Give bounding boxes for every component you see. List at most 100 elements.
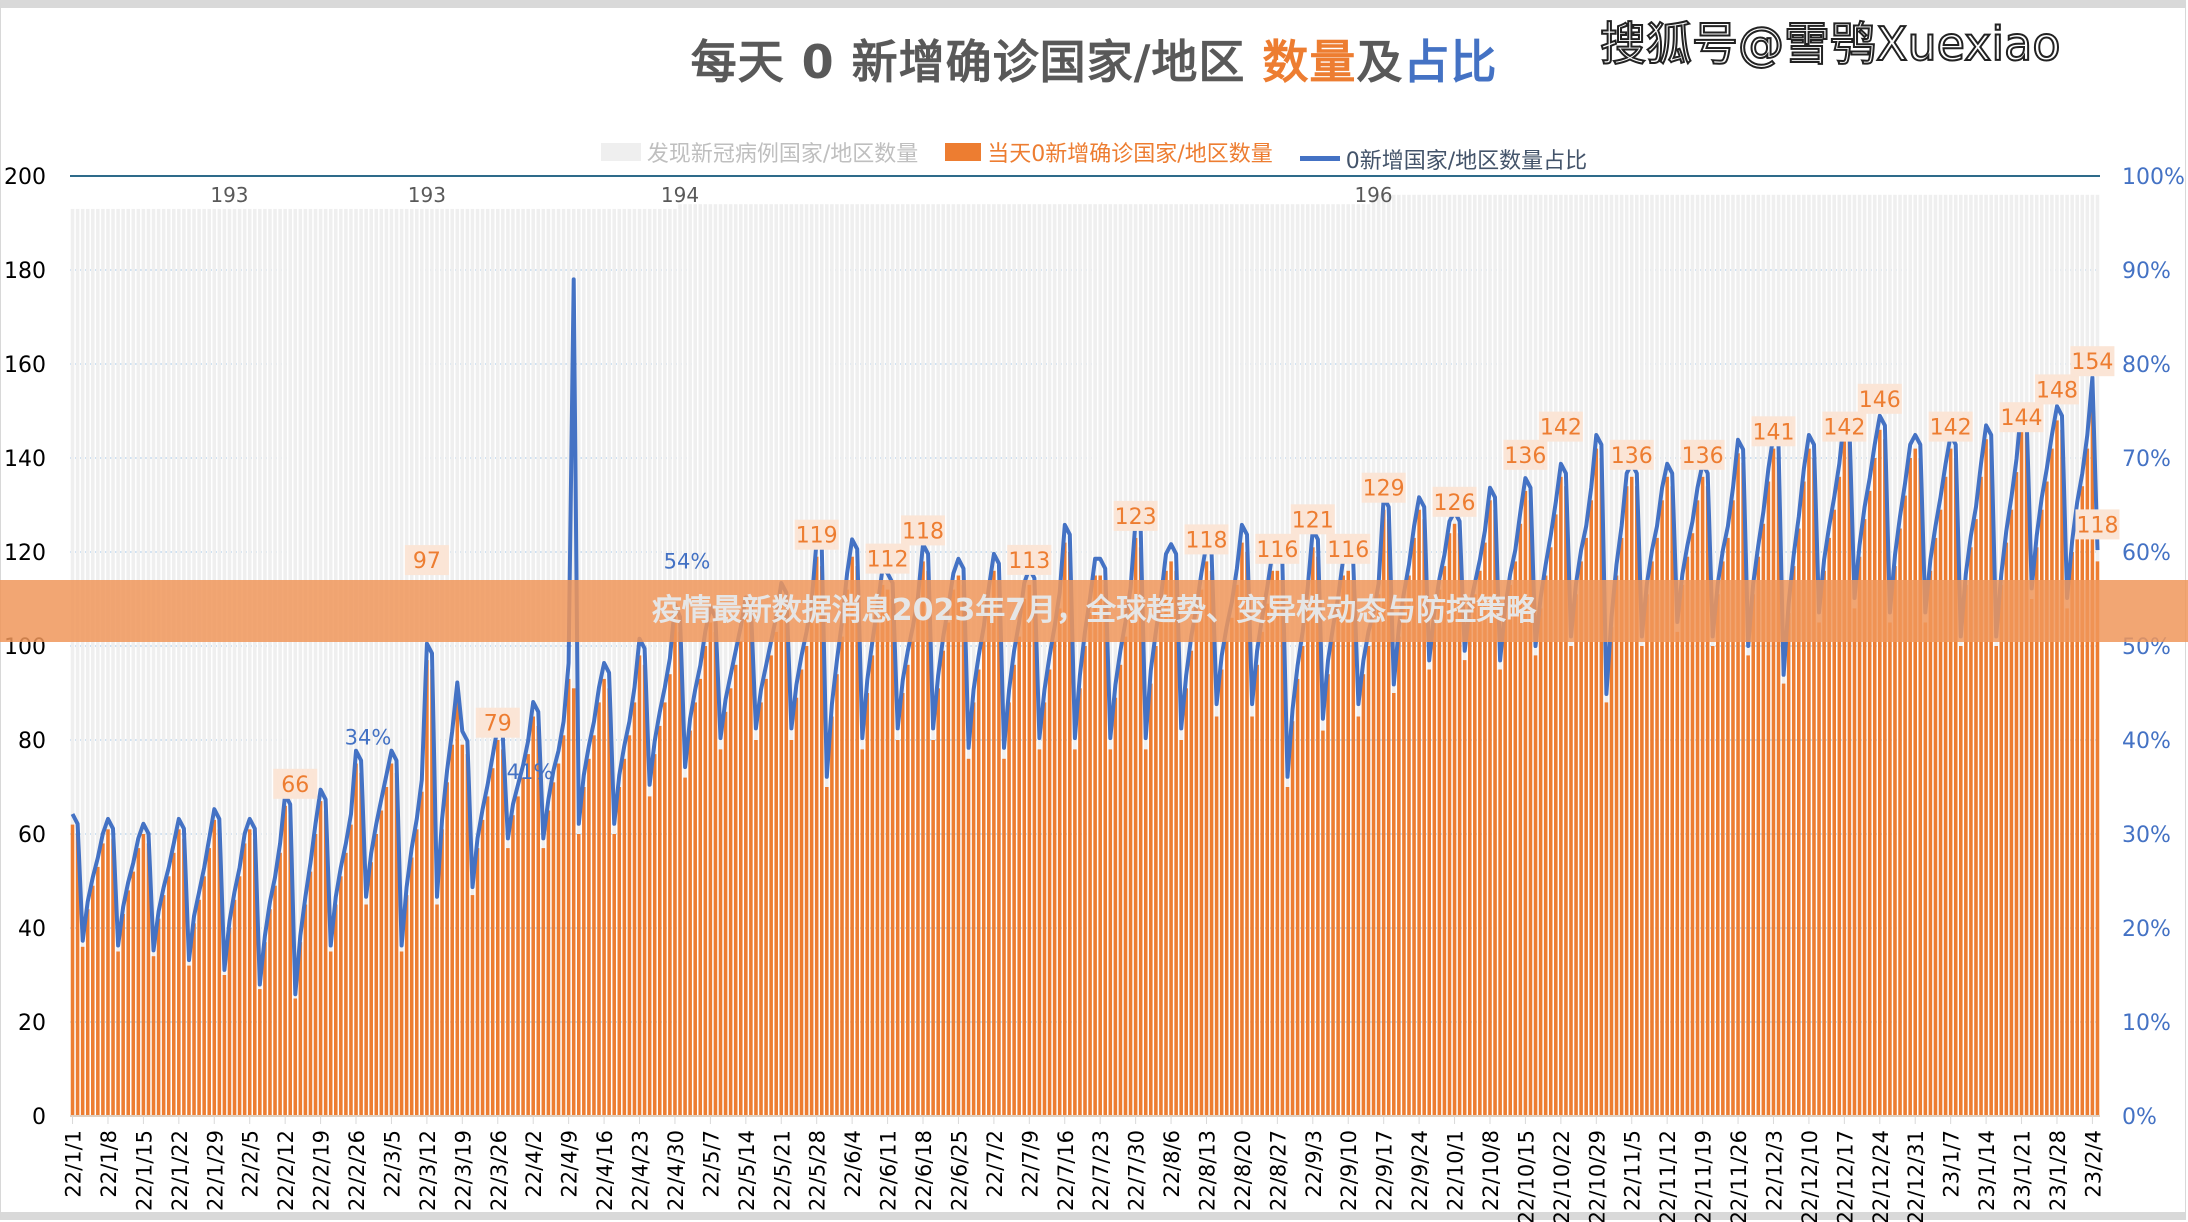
count-bar [1498, 669, 1502, 1116]
count-bar [678, 631, 682, 1116]
total-bar [561, 208, 566, 1116]
count-bar [1964, 584, 1968, 1116]
count-bar [2055, 420, 2059, 1116]
count-bar [1918, 458, 1923, 1116]
x-tick-label: 22/12/24 [1869, 1130, 1893, 1222]
count-label: 144 [2001, 406, 2043, 431]
count-bar [1822, 570, 1826, 1116]
x-tick-label: 22/1/29 [203, 1130, 227, 1211]
count-bar [1356, 716, 1361, 1116]
count-bar [794, 697, 799, 1116]
total-bar [1007, 204, 1011, 1116]
total-bar [323, 208, 328, 1116]
count-bar [1807, 448, 1811, 1117]
count-bar [1488, 500, 1492, 1116]
y-left-tick: 60 [18, 823, 46, 848]
total-bar [683, 204, 687, 1116]
count-label: 79 [484, 712, 512, 737]
total-bar [1002, 204, 1006, 1116]
x-tick-label: 22/7/23 [1089, 1130, 1113, 1211]
count-bar [1933, 537, 1938, 1116]
count-label: 146 [1859, 388, 1901, 413]
count-bar [521, 777, 525, 1116]
count-bar [247, 829, 252, 1116]
count-bar [1928, 570, 1933, 1116]
count-bar [2085, 448, 2090, 1117]
total-bar [166, 208, 171, 1116]
x-tick-label: 22/1/8 [97, 1130, 121, 1198]
count-bar [384, 787, 389, 1116]
count-bar [374, 834, 379, 1116]
x-tick-label: 23/1/7 [1940, 1130, 1964, 1198]
total-bar [612, 208, 616, 1116]
count-bar [1098, 575, 1102, 1116]
total-bar [860, 204, 865, 1116]
ratio-label: 41% [507, 760, 554, 784]
total-bar [657, 208, 662, 1116]
x-tick-label: 22/4/9 [558, 1130, 582, 1198]
total-bar [237, 208, 242, 1116]
count-bar [546, 810, 551, 1116]
count-bar [951, 589, 956, 1116]
count-bar [936, 688, 940, 1116]
count-bar [571, 688, 576, 1116]
count-bar [642, 664, 647, 1116]
count-bar [931, 740, 935, 1116]
count-bar [541, 848, 546, 1116]
count-bar [946, 622, 951, 1116]
x-tick-label: 22/2/26 [345, 1130, 369, 1211]
count-bar [1235, 584, 1239, 1116]
count-bar [1878, 429, 1882, 1116]
count-bar [1290, 721, 1295, 1116]
count-bar [1700, 476, 1705, 1116]
total-bar [278, 208, 282, 1116]
count-bar [723, 711, 728, 1116]
count-bar [1721, 561, 1725, 1116]
total-bar [1042, 204, 1047, 1116]
count-bar [784, 608, 789, 1116]
count-bar [1893, 566, 1897, 1116]
total-bar [136, 208, 141, 1116]
count-bar [1862, 519, 1867, 1116]
count-bar [895, 740, 900, 1116]
count-bar [531, 716, 535, 1116]
chart-title: 每天 0 新增确诊国家/地区 数量及占比 [0, 26, 2188, 92]
count-bar [268, 909, 272, 1116]
total-bar [759, 204, 763, 1116]
total-bar [80, 208, 85, 1116]
count-bar [1285, 787, 1290, 1116]
count-bar [916, 613, 920, 1116]
count-bar [779, 599, 784, 1116]
count-bar [111, 838, 115, 1116]
count-bar [1574, 594, 1578, 1116]
count-bar [582, 787, 586, 1116]
count-label: 148 [2036, 378, 2078, 403]
count-label: 129 [1363, 477, 1405, 502]
count-label-bg [1326, 533, 1371, 564]
count-bar [1042, 702, 1047, 1116]
count-bar [1351, 580, 1356, 1116]
x-tick-label: 22/10/22 [1550, 1130, 1574, 1222]
count-label: 112 [867, 548, 909, 573]
count-bar [425, 660, 429, 1116]
count-bar [1867, 490, 1872, 1116]
count-bar [997, 580, 1001, 1116]
count-bar [354, 763, 358, 1116]
total-bar [303, 208, 308, 1116]
count-bar [1386, 519, 1391, 1116]
count-bar [2014, 472, 2019, 1117]
y-right-tick: 10% [2122, 1011, 2171, 1036]
count-bar [242, 843, 247, 1116]
y-right-tick: 70% [2122, 447, 2171, 472]
x-tick-label: 22/3/12 [416, 1130, 440, 1211]
total-bar [830, 204, 834, 1116]
x-tick-label: 22/4/30 [664, 1130, 688, 1211]
count-bar [819, 566, 824, 1116]
total-bar [470, 208, 475, 1116]
count-bar [298, 942, 303, 1116]
total-bar [192, 208, 196, 1116]
count-bar [1295, 678, 1300, 1116]
count-bar [1017, 636, 1021, 1116]
count-bar [764, 678, 768, 1116]
count-bar [495, 740, 500, 1116]
